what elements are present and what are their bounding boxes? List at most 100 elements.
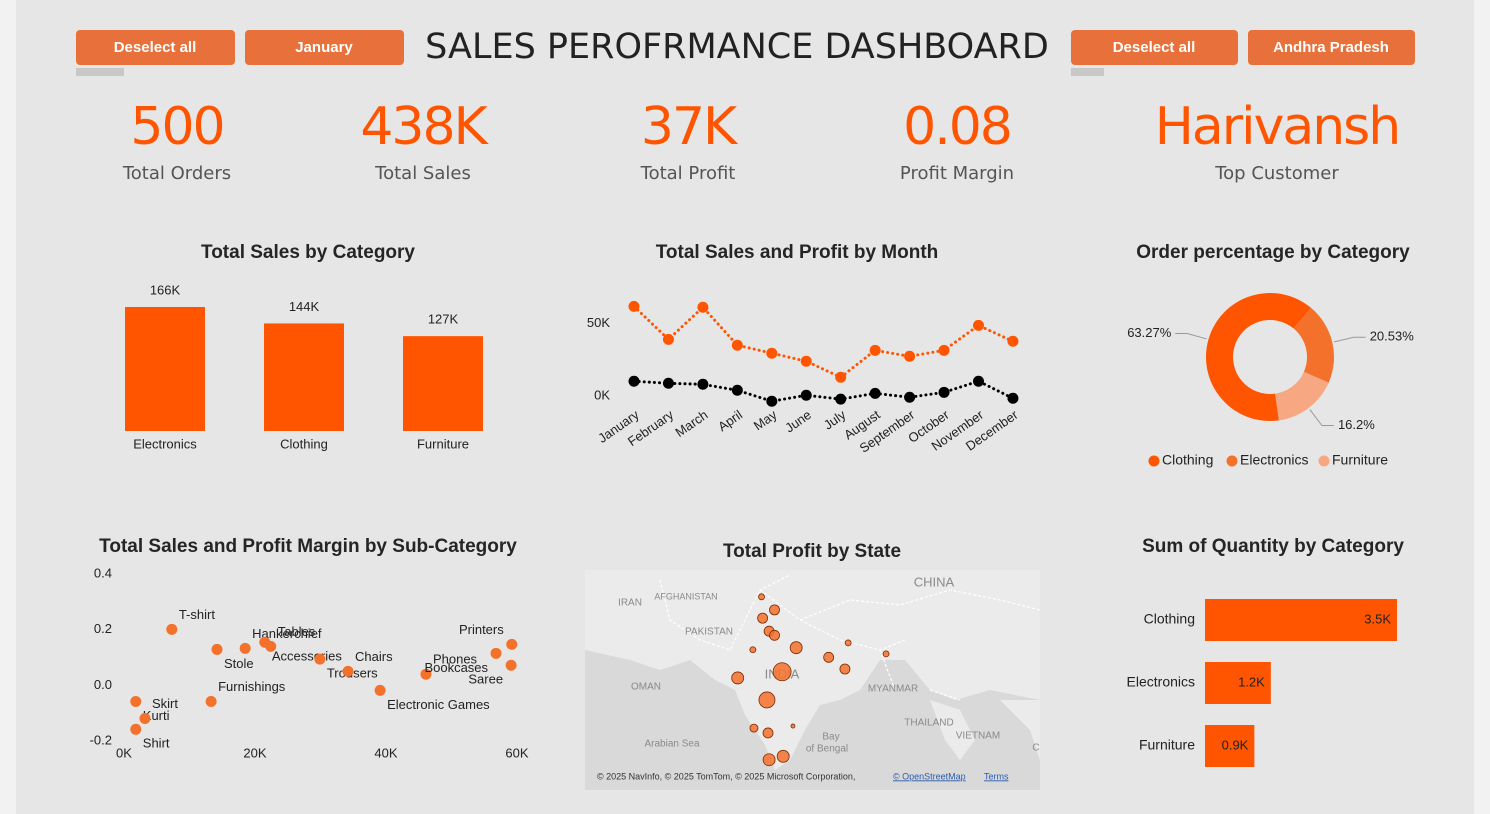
legend-label: Clothing [1162, 452, 1213, 468]
filter-button[interactable]: Deselect all [76, 30, 235, 65]
scatter-point [314, 653, 326, 665]
kpi-value: Harivansh [1155, 97, 1399, 157]
map-labels: IRAN AFGHANISTAN PAKISTAN CHINA INDIA OM… [597, 574, 1040, 781]
button-label[interactable]: Deselect all [114, 39, 197, 56]
data-label: 63.27% [1127, 325, 1172, 340]
line-marker [869, 387, 881, 399]
bar [1205, 662, 1271, 704]
kpi-label: Total Orders [122, 163, 231, 184]
map-attribution: © 2025 NavInfo, © 2025 TomTom, © 2025 Mi… [597, 771, 855, 781]
line-marker [904, 350, 916, 362]
leader-line [1334, 336, 1366, 343]
button-label[interactable]: January [295, 39, 353, 56]
chart-title: Total Profit by State [723, 541, 901, 562]
map-bubble [823, 651, 835, 663]
y-tick-label: 0K [594, 388, 610, 403]
map-bubble [789, 641, 803, 655]
button-bg[interactable] [245, 30, 404, 65]
line-marker [697, 301, 709, 313]
bar [1205, 725, 1255, 767]
line-marker [904, 391, 916, 403]
line-marker [973, 319, 984, 331]
scatter-point [490, 647, 502, 659]
line-marker [628, 375, 640, 387]
map-link[interactable]: © OpenStreetMap [893, 771, 966, 781]
point-label: Electronic Games [387, 697, 490, 712]
map-bubble [758, 593, 765, 601]
legend-swatch [1148, 455, 1160, 467]
button-bg[interactable] [76, 30, 235, 65]
kpi-label: Total Profit [640, 163, 736, 184]
chart-title: Total Sales and Profit by Month [656, 242, 939, 263]
map-label: Arabian Sea [644, 739, 699, 750]
x-tick-label: Clothing [280, 436, 328, 451]
point-label: Skirt [152, 696, 178, 711]
filter-button[interactable]: January [245, 30, 404, 65]
x-tick-label: 0K [116, 745, 132, 760]
map-label: THAILAND [904, 718, 953, 729]
map-bubble [749, 723, 759, 733]
point-label: Chairs [355, 649, 393, 664]
line-marker [835, 371, 847, 383]
scatter-point [420, 668, 432, 680]
data-label: 16.2% [1338, 417, 1375, 432]
line-marker [973, 375, 984, 387]
line-marker [662, 333, 674, 345]
line-marker [800, 355, 812, 367]
map-label: CHINA [914, 574, 955, 589]
bar [1205, 599, 1397, 641]
map-bubble [769, 629, 780, 641]
map-label: VIETNAM [956, 731, 1000, 742]
data-label: 0.9K [1222, 737, 1249, 752]
map-label: IRAN [618, 598, 642, 609]
button-bg[interactable] [1248, 30, 1415, 65]
map-bubble [731, 671, 745, 685]
map-border [659, 574, 1041, 701]
pie-slice [1293, 307, 1334, 383]
data-label: 166K [150, 282, 181, 297]
kpi-label: Total Sales [374, 163, 471, 184]
legend-swatch [1226, 455, 1238, 467]
y-tick-label: Electronics [1127, 674, 1195, 690]
series-line [632, 304, 1015, 380]
line-marker [869, 344, 881, 356]
y-tick-label: Furniture [1139, 737, 1195, 753]
point-label: Tables [278, 624, 316, 639]
data-label: 127K [428, 312, 459, 327]
line-marker [662, 377, 674, 389]
button-label[interactable]: Andhra Pradesh [1273, 39, 1389, 56]
map-bubble [844, 639, 852, 647]
map-label: of Bengal [806, 744, 848, 755]
map-label: C [1032, 743, 1039, 754]
line-marker [800, 389, 812, 401]
scatter-point [374, 684, 386, 696]
filter-button[interactable]: Andhra Pradesh [1248, 30, 1415, 65]
kpi-value: 500 [130, 97, 223, 157]
x-tick-label: Electronics [133, 436, 197, 451]
scroll-indicator [76, 68, 124, 76]
data-label: 1.2K [1238, 674, 1265, 689]
x-tick-label: 20K [243, 745, 266, 760]
scatter-point [505, 659, 517, 671]
bar [264, 323, 344, 431]
map-label: Bay [822, 732, 839, 743]
point-label: Hankerchief [252, 626, 322, 641]
chart-title: Total Sales and Profit Margin by Sub-Cat… [99, 536, 517, 557]
legend-label: Furniture [1332, 452, 1388, 468]
map-bubble [762, 753, 776, 767]
map-link[interactable]: Terms [984, 771, 1009, 781]
button-label[interactable]: Deselect all [1113, 39, 1196, 56]
scatter-point [130, 695, 142, 707]
scatter-point [205, 695, 217, 707]
filter-button[interactable]: Deselect all [1071, 30, 1238, 65]
x-tick-label: 40K [374, 745, 397, 760]
point-label: Furnishings [218, 679, 286, 694]
map-label: AFGHANISTAN [654, 591, 717, 601]
scatter-point [211, 643, 223, 655]
bar [125, 307, 205, 431]
button-bg[interactable] [1071, 30, 1238, 65]
point-label: T-shirt [179, 607, 216, 622]
line-marker [835, 393, 847, 405]
chart-title: Order percentage by Category [1136, 242, 1410, 263]
point-label: Accessories [272, 649, 343, 664]
